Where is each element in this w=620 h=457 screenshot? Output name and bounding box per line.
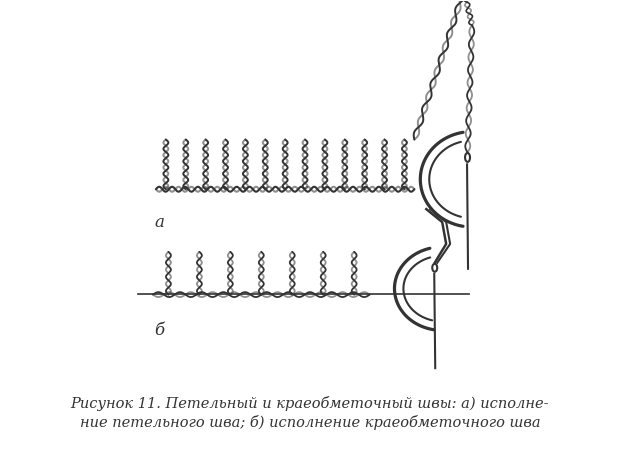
Text: б: б xyxy=(154,322,164,340)
Text: а: а xyxy=(154,214,164,231)
Text: Рисунок 11. Петельный и краеобметочный швы: а) исполне-: Рисунок 11. Петельный и краеобметочный ш… xyxy=(71,396,549,411)
Text: ние петельного шва; б) исполнение краеобметочного шва: ние петельного шва; б) исполнение краеоб… xyxy=(80,415,540,430)
